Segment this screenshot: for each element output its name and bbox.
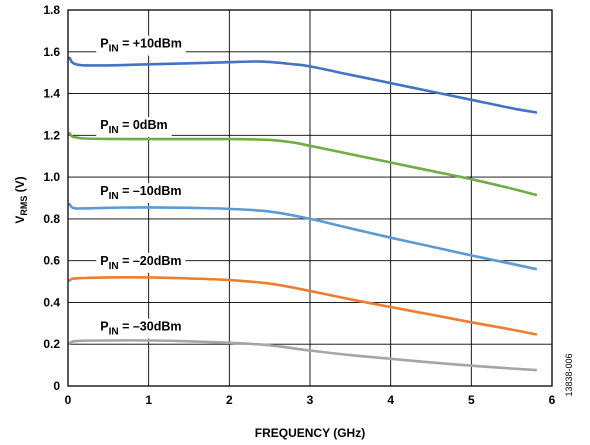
y-tick-label: 1.4	[43, 87, 60, 101]
y-axis-title-main: V	[13, 216, 27, 224]
series-line	[68, 339, 538, 372]
tick-labels: 0 1 2 3 4 5 6 0 0.2 0.4 0.6 0.8 1.0 1.2 1.4 1.6 1.8	[43, 3, 555, 407]
y-axis-title: VRMS (V)	[13, 176, 29, 223]
series-line	[68, 56, 538, 114]
series-label-background	[96, 318, 186, 339]
series-label: PIN = +10dBm	[100, 37, 182, 55]
series-label: PIN = –10dBm	[100, 184, 181, 202]
y-axis-title-unit: (V)	[13, 176, 27, 195]
x-tick-label: 4	[387, 393, 394, 407]
y-tick-label: 1.8	[43, 3, 60, 17]
y-tick-label: 0.6	[43, 254, 60, 268]
x-tick-label: 3	[307, 393, 314, 407]
series-label: PIN = –30dBm	[100, 320, 181, 338]
x-tick-label: 2	[226, 393, 233, 407]
series-lines	[68, 56, 538, 372]
y-tick-label: 1.0	[43, 170, 60, 184]
x-tick-label: 5	[468, 393, 475, 407]
series-labels: PIN = +10dBm PIN = 0dBm PIN = –10dBm PIN = …	[96, 35, 186, 339]
x-tick-label: 6	[549, 393, 556, 407]
series-label: PIN = –20dBm	[100, 254, 181, 272]
series-label-background	[96, 117, 172, 138]
y-tick-label: 0	[53, 379, 60, 393]
figure-id-note: 13838-006	[564, 353, 574, 396]
y-tick-label: 0.2	[43, 337, 60, 351]
series-label-background	[96, 35, 186, 56]
y-tick-label: 1.2	[43, 128, 60, 142]
y-tick-label: 0.8	[43, 212, 60, 226]
series-label-background	[96, 252, 186, 273]
series-line	[68, 131, 538, 197]
series-line	[68, 203, 538, 271]
series-label-background	[96, 182, 186, 203]
plot-frame	[67, 9, 553, 387]
series-line	[68, 275, 538, 336]
x-axis-title: FREQUENCY (GHz)	[255, 426, 365, 440]
y-axis-title-sub: RMS	[19, 196, 29, 216]
series-label: PIN = 0dBm	[100, 118, 167, 136]
y-tick-label: 1.6	[43, 45, 60, 59]
x-tick-label: 0	[65, 393, 72, 407]
x-tick-label: 1	[145, 393, 152, 407]
y-tick-label: 0.4	[43, 295, 60, 309]
